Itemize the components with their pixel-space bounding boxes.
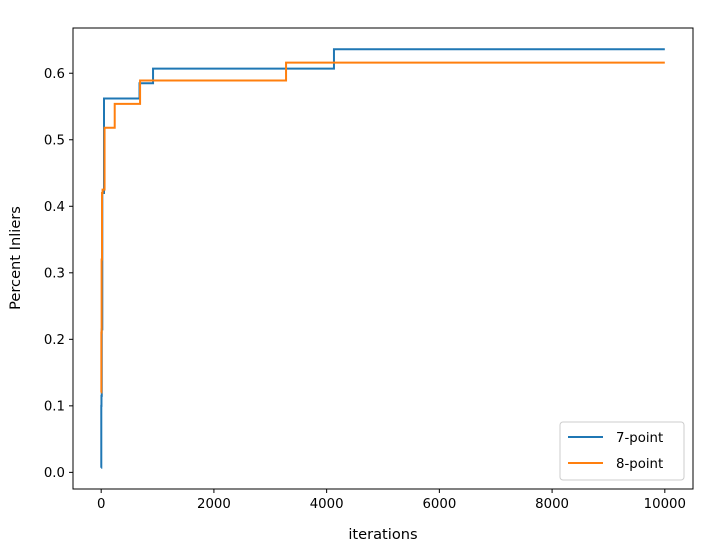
x-tick-label: 4000 (310, 497, 344, 512)
x-tick-label: 0 (97, 497, 105, 512)
plot-frame (72, 27, 694, 490)
x-tick-label: 2000 (197, 497, 231, 512)
y-tick-label: 0.0 (44, 466, 65, 481)
y-axis-label: Percent Inliers (7, 206, 24, 310)
legend: 7-point 8-point (559, 421, 685, 481)
x-tick-label: 8000 (535, 497, 569, 512)
legend-label-8-point: 8-point (616, 457, 663, 472)
x-tick-label: 6000 (422, 497, 456, 512)
plot-area (73, 28, 693, 489)
y-tick-label: 0.5 (44, 133, 65, 148)
legend-label-7-point: 7-point (616, 431, 663, 446)
y-tick-label: 0.4 (44, 200, 65, 215)
y-axis-ticks: 0.0 0.1 0.2 0.3 0.4 0.5 0.6 (44, 67, 73, 481)
y-tick-label: 0.1 (44, 399, 65, 414)
x-axis-label: iterations (348, 526, 417, 543)
y-tick-label: 0.2 (44, 333, 65, 348)
series-lines (100, 48, 665, 469)
x-axis-ticks: 0 2000 4000 6000 8000 10000 (97, 489, 686, 512)
y-tick-label: 0.3 (44, 266, 65, 281)
x-tick-label: 10000 (644, 497, 686, 512)
series-line-8-point (100, 61, 665, 394)
y-tick-label: 0.6 (44, 67, 65, 82)
